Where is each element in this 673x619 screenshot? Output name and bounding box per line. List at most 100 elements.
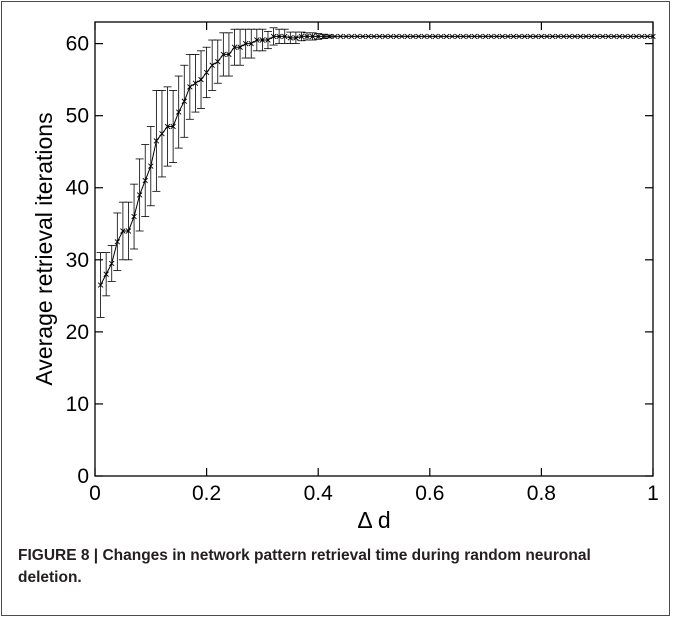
data-point <box>293 35 299 41</box>
data-point <box>125 228 132 234</box>
data-point <box>471 33 478 40</box>
data-point <box>427 33 433 40</box>
data-point <box>466 33 472 40</box>
plot-frame <box>94 21 654 477</box>
data-point <box>650 33 656 40</box>
data-point <box>561 33 567 40</box>
data-point <box>131 213 137 220</box>
data-point <box>510 33 517 40</box>
data-point <box>639 33 645 40</box>
data-point <box>588 33 595 40</box>
data-point <box>170 123 176 130</box>
data-point <box>583 33 589 40</box>
data-point <box>159 130 165 137</box>
y-tick-label: 60 <box>66 33 89 56</box>
data-point <box>521 33 528 40</box>
data-point <box>460 33 466 40</box>
data-point <box>432 33 439 40</box>
data-point <box>153 138 160 144</box>
data-point <box>371 33 377 40</box>
data-point <box>443 33 450 40</box>
data-point <box>438 33 444 40</box>
x-axis: 0 0.2 0.4 0.6 0.8 1 <box>89 22 659 505</box>
data-point <box>265 37 271 43</box>
data-point <box>611 33 617 40</box>
data-point <box>109 260 115 267</box>
data-point <box>187 84 193 90</box>
data-point <box>388 33 394 40</box>
data-point <box>348 33 355 40</box>
x-tick-label: 0.8 <box>527 482 556 505</box>
data-point <box>622 33 628 40</box>
data-point <box>600 33 606 40</box>
data-point <box>421 33 427 40</box>
data-point <box>148 163 154 169</box>
data-point <box>282 33 288 40</box>
data-point <box>215 58 221 65</box>
x-tick-label: 0.4 <box>304 482 334 505</box>
y-tick-label: 30 <box>66 249 89 272</box>
x-tick-label: 0.6 <box>415 482 444 505</box>
data-point <box>555 33 561 40</box>
data-point <box>354 33 360 40</box>
data-point <box>198 76 204 83</box>
data-point <box>192 80 199 86</box>
data-point <box>415 33 422 40</box>
caption-label: FIGURE 8 | <box>18 547 99 564</box>
data-point <box>538 33 545 40</box>
data-point <box>494 33 500 40</box>
data-point <box>644 33 651 40</box>
data-point <box>399 33 405 40</box>
data-point <box>142 177 148 184</box>
data-point <box>326 33 333 40</box>
data-point <box>627 33 634 40</box>
x-tick-label: 0.2 <box>192 482 221 505</box>
data-point <box>321 33 327 40</box>
data-point <box>242 40 249 47</box>
data-point <box>404 33 411 40</box>
data-point <box>566 33 573 40</box>
data-point <box>231 44 238 50</box>
data-point <box>454 33 461 40</box>
data-point <box>175 109 182 115</box>
data-point <box>298 33 305 40</box>
data-point <box>549 33 556 40</box>
y-tick-label: 50 <box>66 105 89 128</box>
data-point <box>270 33 277 40</box>
data-point <box>315 33 321 40</box>
data-point <box>477 33 483 40</box>
data-point <box>237 44 243 50</box>
data-point <box>410 33 416 40</box>
data-point <box>136 192 143 198</box>
data-point <box>254 37 260 43</box>
data-point <box>309 33 316 40</box>
y-tick-label: 0 <box>77 465 89 488</box>
data-point <box>97 282 104 288</box>
y-axis: 0 10 20 30 40 50 60 <box>66 33 653 488</box>
figure-caption: FIGURE 8 | Changes in network pattern re… <box>18 545 648 589</box>
data-point <box>393 33 400 40</box>
data-point <box>376 33 383 40</box>
chart: 0 0.2 0.4 0.6 0.8 1 0 10 20 30 40 50 60 Δ d Average… <box>31 21 659 533</box>
data-point <box>120 228 126 234</box>
caption-text: Changes in network pattern retrieval tim… <box>18 547 591 586</box>
y-tick-label: 40 <box>66 177 89 200</box>
data-point <box>572 33 578 40</box>
y-axis-title: Average retrieval iterations <box>31 112 57 385</box>
x-axis-title: Δ d <box>357 507 390 533</box>
data-point <box>181 98 187 104</box>
line-chart: 0 0.2 0.4 0.6 0.8 1 0 10 20 30 40 50 60 Δ d Average… <box>31 21 659 533</box>
data-point <box>616 33 623 40</box>
data-point <box>209 62 215 68</box>
data-point <box>633 33 639 40</box>
data-point <box>544 33 550 40</box>
data-point <box>226 51 232 58</box>
data-point <box>220 51 227 58</box>
data-point <box>449 33 455 40</box>
y-tick-label: 10 <box>66 393 89 416</box>
data-point <box>577 33 584 40</box>
data-point <box>533 33 539 40</box>
data-point <box>488 33 494 40</box>
data-point <box>499 33 506 40</box>
